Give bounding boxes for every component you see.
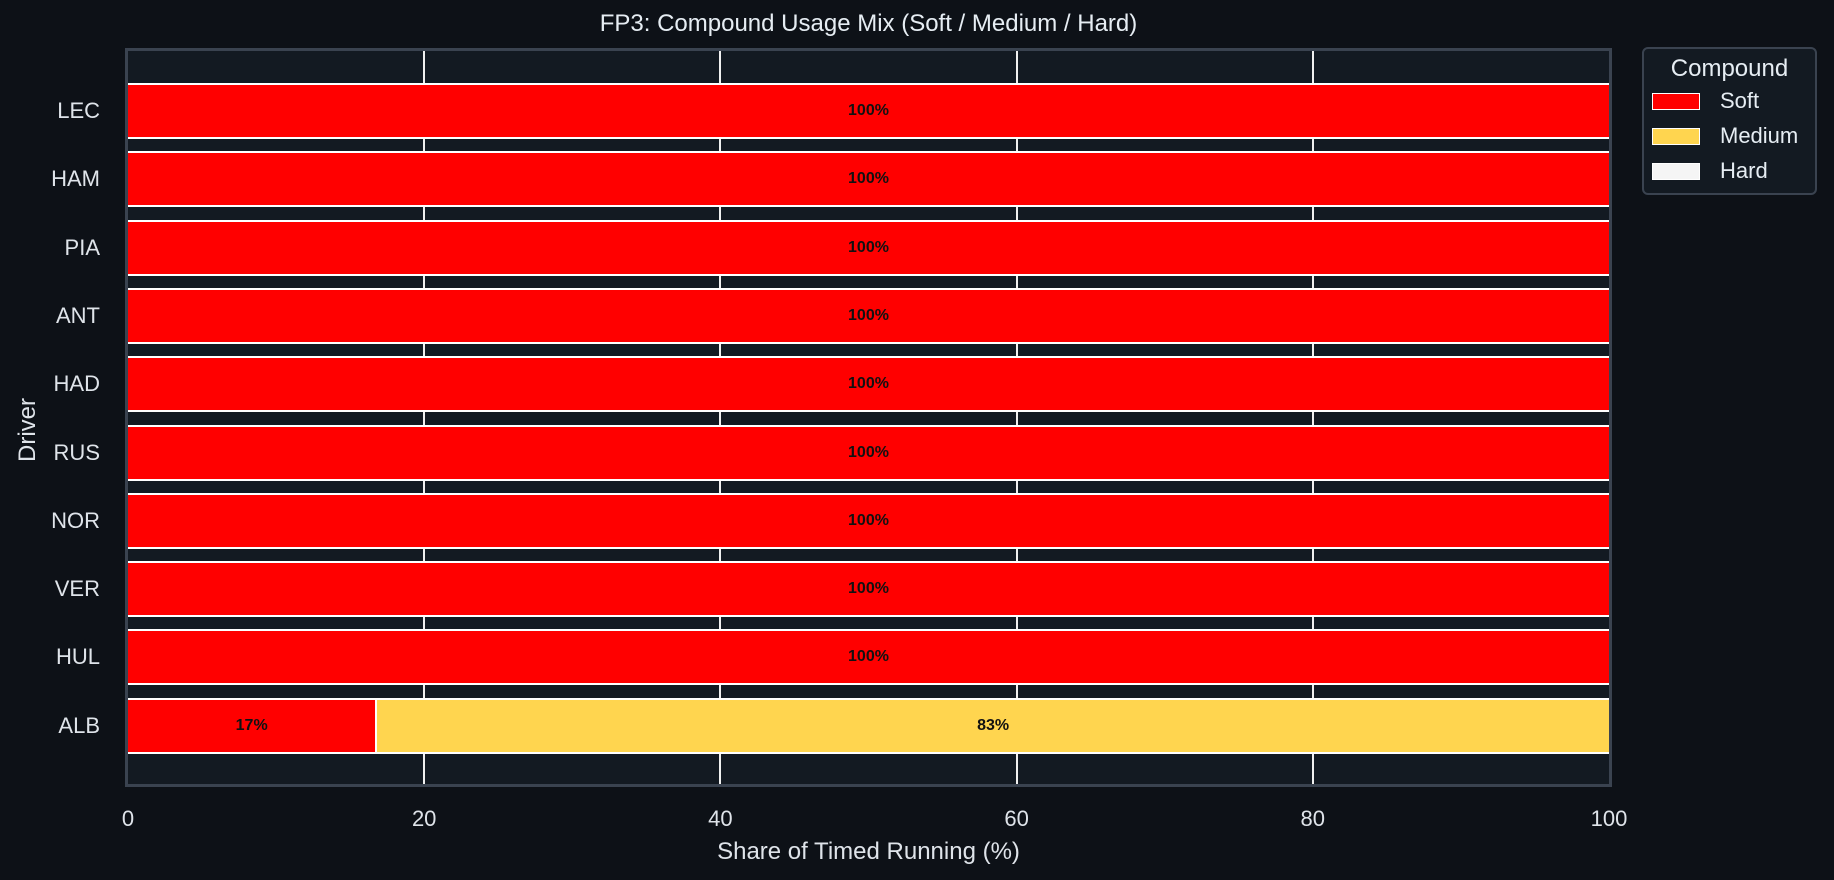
medium-swatch-icon [1652,127,1700,145]
bar-segment-soft: 100% [128,561,1609,618]
x-tick-label: 20 [411,806,437,831]
bar-row: 100% [128,629,1609,686]
y-tick-label: HAM [51,166,100,192]
legend-item-medium: Medium [1652,123,1799,148]
bar-segment-soft: 100% [128,492,1609,549]
bar-value-label: 100% [848,238,889,256]
bar-segment-soft: 100% [128,424,1609,481]
x-tick-label: 0 [121,806,135,831]
chart-title: FP3: Compound Usage Mix (Soft / Medium /… [599,10,1138,37]
bar-value-label: 83% [977,716,1010,734]
bar-segment-soft: 100% [128,629,1609,686]
bar-row: 100% [128,151,1609,208]
x-tick-label: 100 [1590,806,1628,831]
bar-row: 100% [128,287,1609,344]
bar-value-label: 100% [848,580,889,598]
soft-swatch-icon [1652,92,1700,110]
bar-row: 100% [128,83,1609,139]
legend-item-hard: Hard [1652,158,1768,183]
y-tick-label: ALB [58,712,100,738]
bar-row: 100% [128,424,1609,481]
bar-value-label: 100% [848,648,889,666]
y-tick-label: VER [54,576,100,602]
gridline [1015,51,1018,784]
bar-row: 100% [128,561,1609,618]
plot-area: 100% 100% 100% 100% 100% 100% 100% 100% 100% 17% 8… [125,48,1612,787]
bar-segment-soft: 17% [128,697,376,754]
y-tick-label: NOR [51,507,100,533]
bar-segment-soft: 100% [128,151,1609,208]
bar-segment-soft: 100% [128,219,1609,276]
bar-value-label: 100% [848,375,889,393]
gridline [1311,51,1314,784]
bar-row: 100% [128,356,1609,413]
y-tick-label: HAD [53,371,100,397]
bar-row: 17% 83% [128,697,1609,754]
x-tick-label: 80 [1300,806,1326,831]
legend: Compound Soft Medium Hard [1642,47,1817,195]
legend-label: Medium [1720,123,1799,148]
bar-row: 100% [128,219,1609,276]
y-tick-label: LEC [57,98,100,123]
y-tick-label: ANT [56,302,100,328]
bar-row: 100% [128,492,1609,549]
y-tick-label: PIA [64,234,100,260]
legend-item-soft: Soft [1652,88,1760,113]
y-tick-label: HUL [55,644,100,670]
bar-segment-soft: 100% [128,287,1609,344]
gridline [719,51,722,784]
bar-value-label: 100% [848,306,889,324]
bar-value-label: 100% [848,511,889,529]
bar-value-label: 100% [848,170,889,188]
legend-label: Soft [1720,88,1760,113]
legend-label: Hard [1720,158,1768,183]
x-tick-label: 60 [1004,806,1029,831]
x-axis-label: Share of Timed Running (%) [717,838,1020,865]
hard-swatch-icon [1652,162,1700,180]
x-tick-label: 40 [708,806,733,831]
bar-segment-soft: 100% [128,83,1609,139]
bar-segment-medium: 83% [375,697,1609,754]
legend-title: Compound [1670,55,1789,82]
y-tick-label: RUS [53,439,100,465]
bar-segment-soft: 100% [128,356,1609,413]
bar-value-label: 100% [848,443,889,461]
gridline [423,51,426,784]
bar-value-label: 100% [848,102,889,119]
bar-value-label: 17% [235,716,268,734]
